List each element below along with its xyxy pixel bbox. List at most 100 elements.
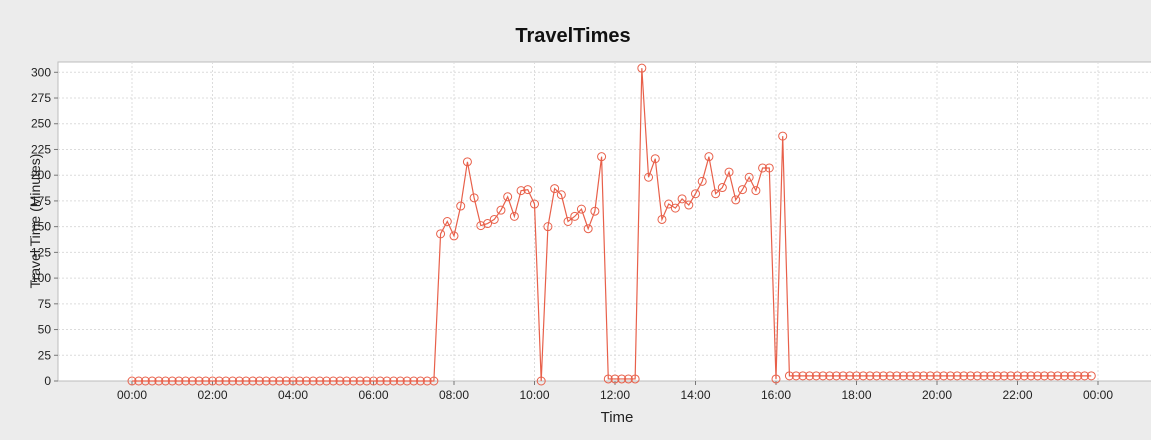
data-point: [791, 371, 801, 381]
y-axis-label: Travel Time (Minutes): [27, 154, 43, 289]
data-point: [362, 376, 372, 386]
data-point: [704, 152, 714, 162]
data-point: [221, 376, 231, 386]
y-tick-label: 150: [31, 220, 51, 234]
y-tick-label: 125: [31, 245, 51, 259]
data-point: [1013, 371, 1022, 381]
data-point: [503, 192, 513, 202]
data-point: [825, 371, 835, 381]
data-point: [134, 376, 144, 386]
series-layer: [127, 63, 1096, 386]
x-tick-label: 18:00: [841, 388, 871, 402]
x-tick-label: 04:00: [278, 388, 308, 402]
data-point: [852, 371, 861, 381]
data-point: [201, 376, 211, 386]
data-point: [154, 376, 164, 386]
gridlines: [58, 62, 1151, 381]
x-axis: 00:00 02:00 04:00 06:00 08:00 10:00 12:00 14:00…: [117, 381, 1113, 402]
data-point: [932, 371, 942, 381]
data-point: [147, 376, 157, 386]
y-tick-label: 300: [31, 65, 51, 79]
x-tick-label: 22:00: [1002, 388, 1032, 402]
data-point: [556, 190, 566, 200]
data-point: [483, 219, 493, 229]
data-point: [892, 371, 902, 381]
data-point: [590, 206, 600, 216]
data-point: [919, 371, 929, 381]
data-point: [771, 374, 781, 384]
data-point: [456, 201, 466, 211]
data-point: [1053, 371, 1063, 381]
data-point: [758, 163, 768, 173]
data-point: [415, 376, 425, 386]
data-point: [436, 229, 446, 239]
data-point: [208, 376, 217, 386]
data-point: [992, 371, 1002, 381]
data-point: [818, 371, 828, 381]
data-point: [429, 376, 439, 386]
data-point: [536, 376, 546, 386]
data-point: [751, 186, 761, 196]
data-point: [442, 217, 452, 226]
data-point: [583, 224, 593, 234]
data-point: [1019, 371, 1029, 381]
plot-area: [57, 61, 1151, 382]
data-point: [999, 371, 1009, 381]
data-point: [925, 371, 935, 381]
x-tick-label: 14:00: [680, 388, 710, 402]
data-point: [657, 214, 667, 224]
y-tick-label: 275: [31, 91, 51, 105]
data-point: [322, 376, 332, 386]
x-tick-label: 06:00: [358, 388, 388, 402]
data-point: [966, 371, 976, 381]
data-point: [241, 376, 251, 386]
x-tick-label: 10:00: [519, 388, 549, 402]
data-point: [395, 376, 405, 386]
data-point: [174, 376, 184, 386]
data-point: [409, 376, 419, 386]
y-axis: 0 25 50 75 100 125 150 175 200 225 250 275 300: [31, 65, 58, 388]
data-point: [603, 374, 613, 384]
data-point: [315, 376, 325, 386]
data-point: [972, 371, 982, 381]
data-point: [778, 131, 788, 141]
data-point: [1026, 371, 1036, 381]
data-point: [214, 376, 224, 386]
y-tick-label: 100: [31, 271, 51, 285]
data-point: [127, 376, 137, 386]
data-point: [617, 374, 627, 384]
data-point: [952, 371, 962, 381]
data-point: [375, 376, 385, 386]
data-point: [805, 371, 815, 381]
data-point: [697, 176, 707, 186]
x-tick-label: 16:00: [761, 388, 791, 402]
data-point: [764, 163, 774, 173]
data-point: [462, 157, 472, 167]
data-point: [248, 376, 258, 386]
y-tick-label: 50: [38, 323, 52, 337]
data-point: [737, 185, 747, 195]
data-point: [1006, 371, 1016, 381]
data-point: [623, 374, 633, 384]
y-tick-label: 75: [38, 297, 52, 311]
data-point: [489, 214, 499, 224]
data-point: [845, 371, 855, 381]
series-line: [132, 68, 1092, 382]
data-point: [355, 376, 365, 386]
data-point: [496, 205, 506, 215]
data-point: [744, 172, 754, 182]
x-tick-label: 20:00: [922, 388, 952, 402]
data-point: [811, 371, 821, 381]
data-point: [382, 376, 392, 386]
data-point: [563, 217, 573, 226]
data-point: [530, 199, 539, 209]
data-point: [898, 371, 908, 381]
data-point: [872, 371, 882, 381]
data-point: [422, 376, 432, 386]
data-point: [677, 194, 687, 204]
data-point: [831, 371, 841, 381]
x-axis-label: Time: [601, 409, 634, 426]
data-point: [288, 376, 298, 386]
data-point: [959, 371, 969, 381]
